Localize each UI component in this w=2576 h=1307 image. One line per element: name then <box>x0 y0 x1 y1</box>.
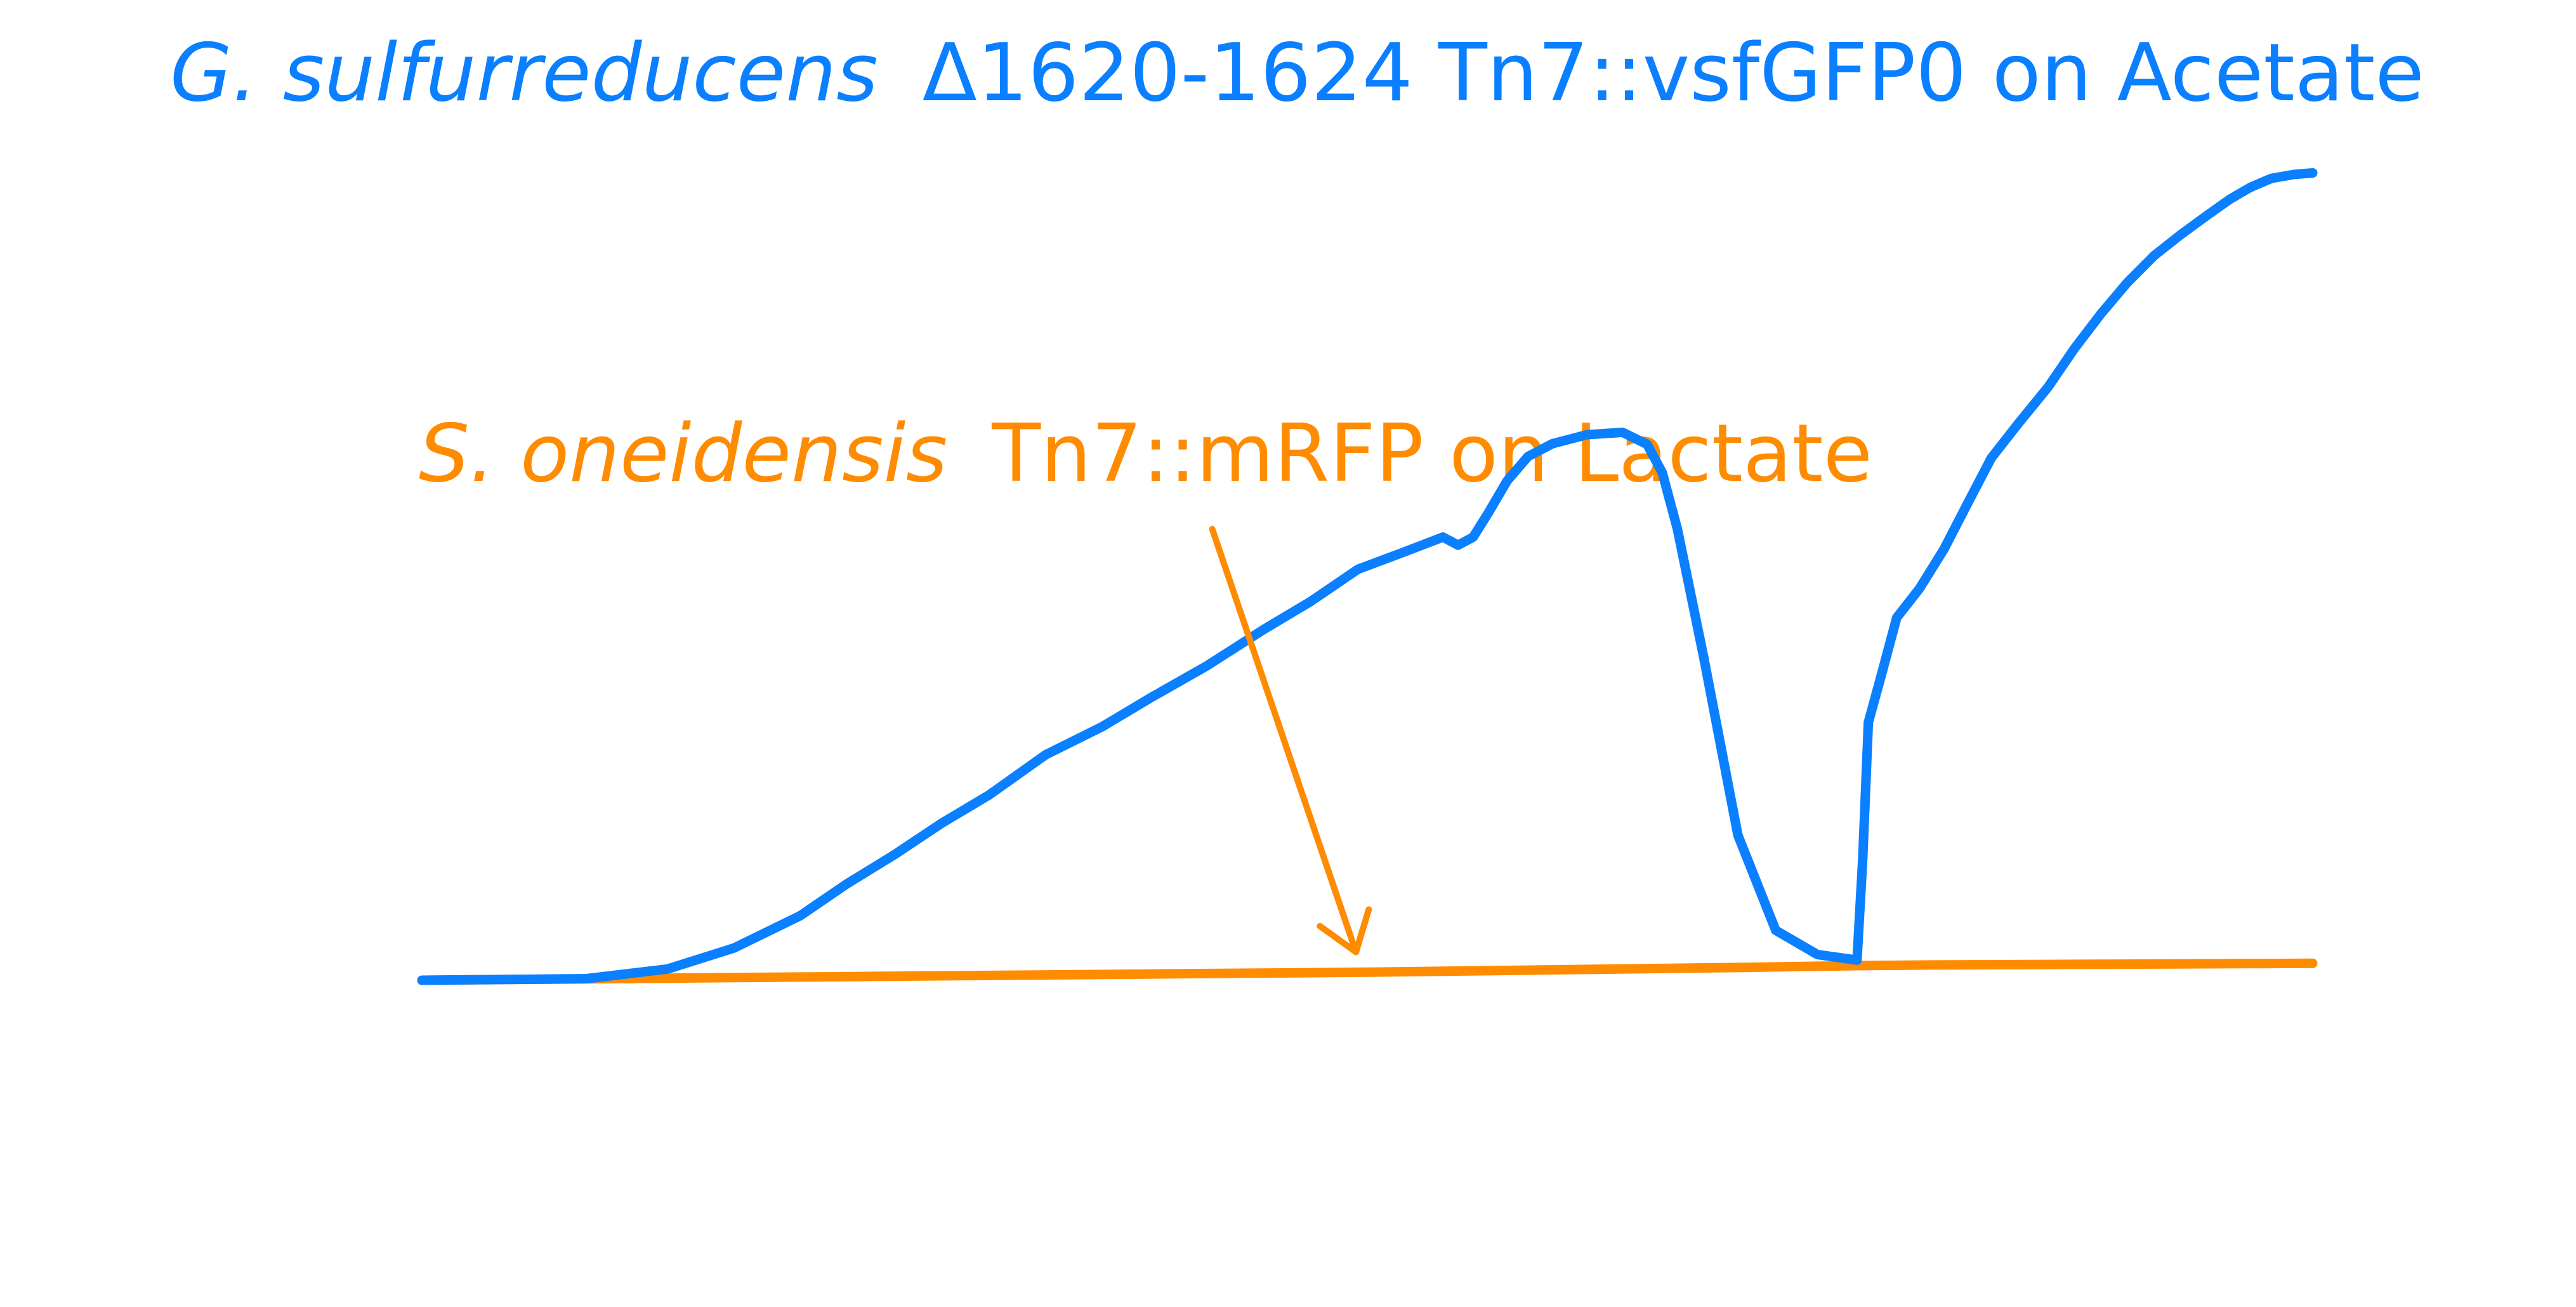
orange-series-label: S. oneidensis Tn7::mRFP on Lactate <box>419 407 1872 500</box>
blue-series-label-rest: Δ1620-1624 Tn7::vsfGFP0 on Acetate <box>923 26 2424 119</box>
blue-series-label: G. sulfurreducens Δ1620-1624 Tn7::vsfGFP… <box>170 26 2424 119</box>
annotation-arrow-head <box>1317 906 1372 956</box>
orange-series-label-italic: S. oneidensis <box>419 407 947 500</box>
annotation-arrow-shaft <box>1209 525 1360 956</box>
orange-series-label-rest: Tn7::mRFP on Lactate <box>991 407 1872 500</box>
blue-series-line <box>417 168 2318 985</box>
blue-series-label-italic: G. sulfurreducens <box>170 26 878 119</box>
orange-series-line <box>417 958 2318 985</box>
